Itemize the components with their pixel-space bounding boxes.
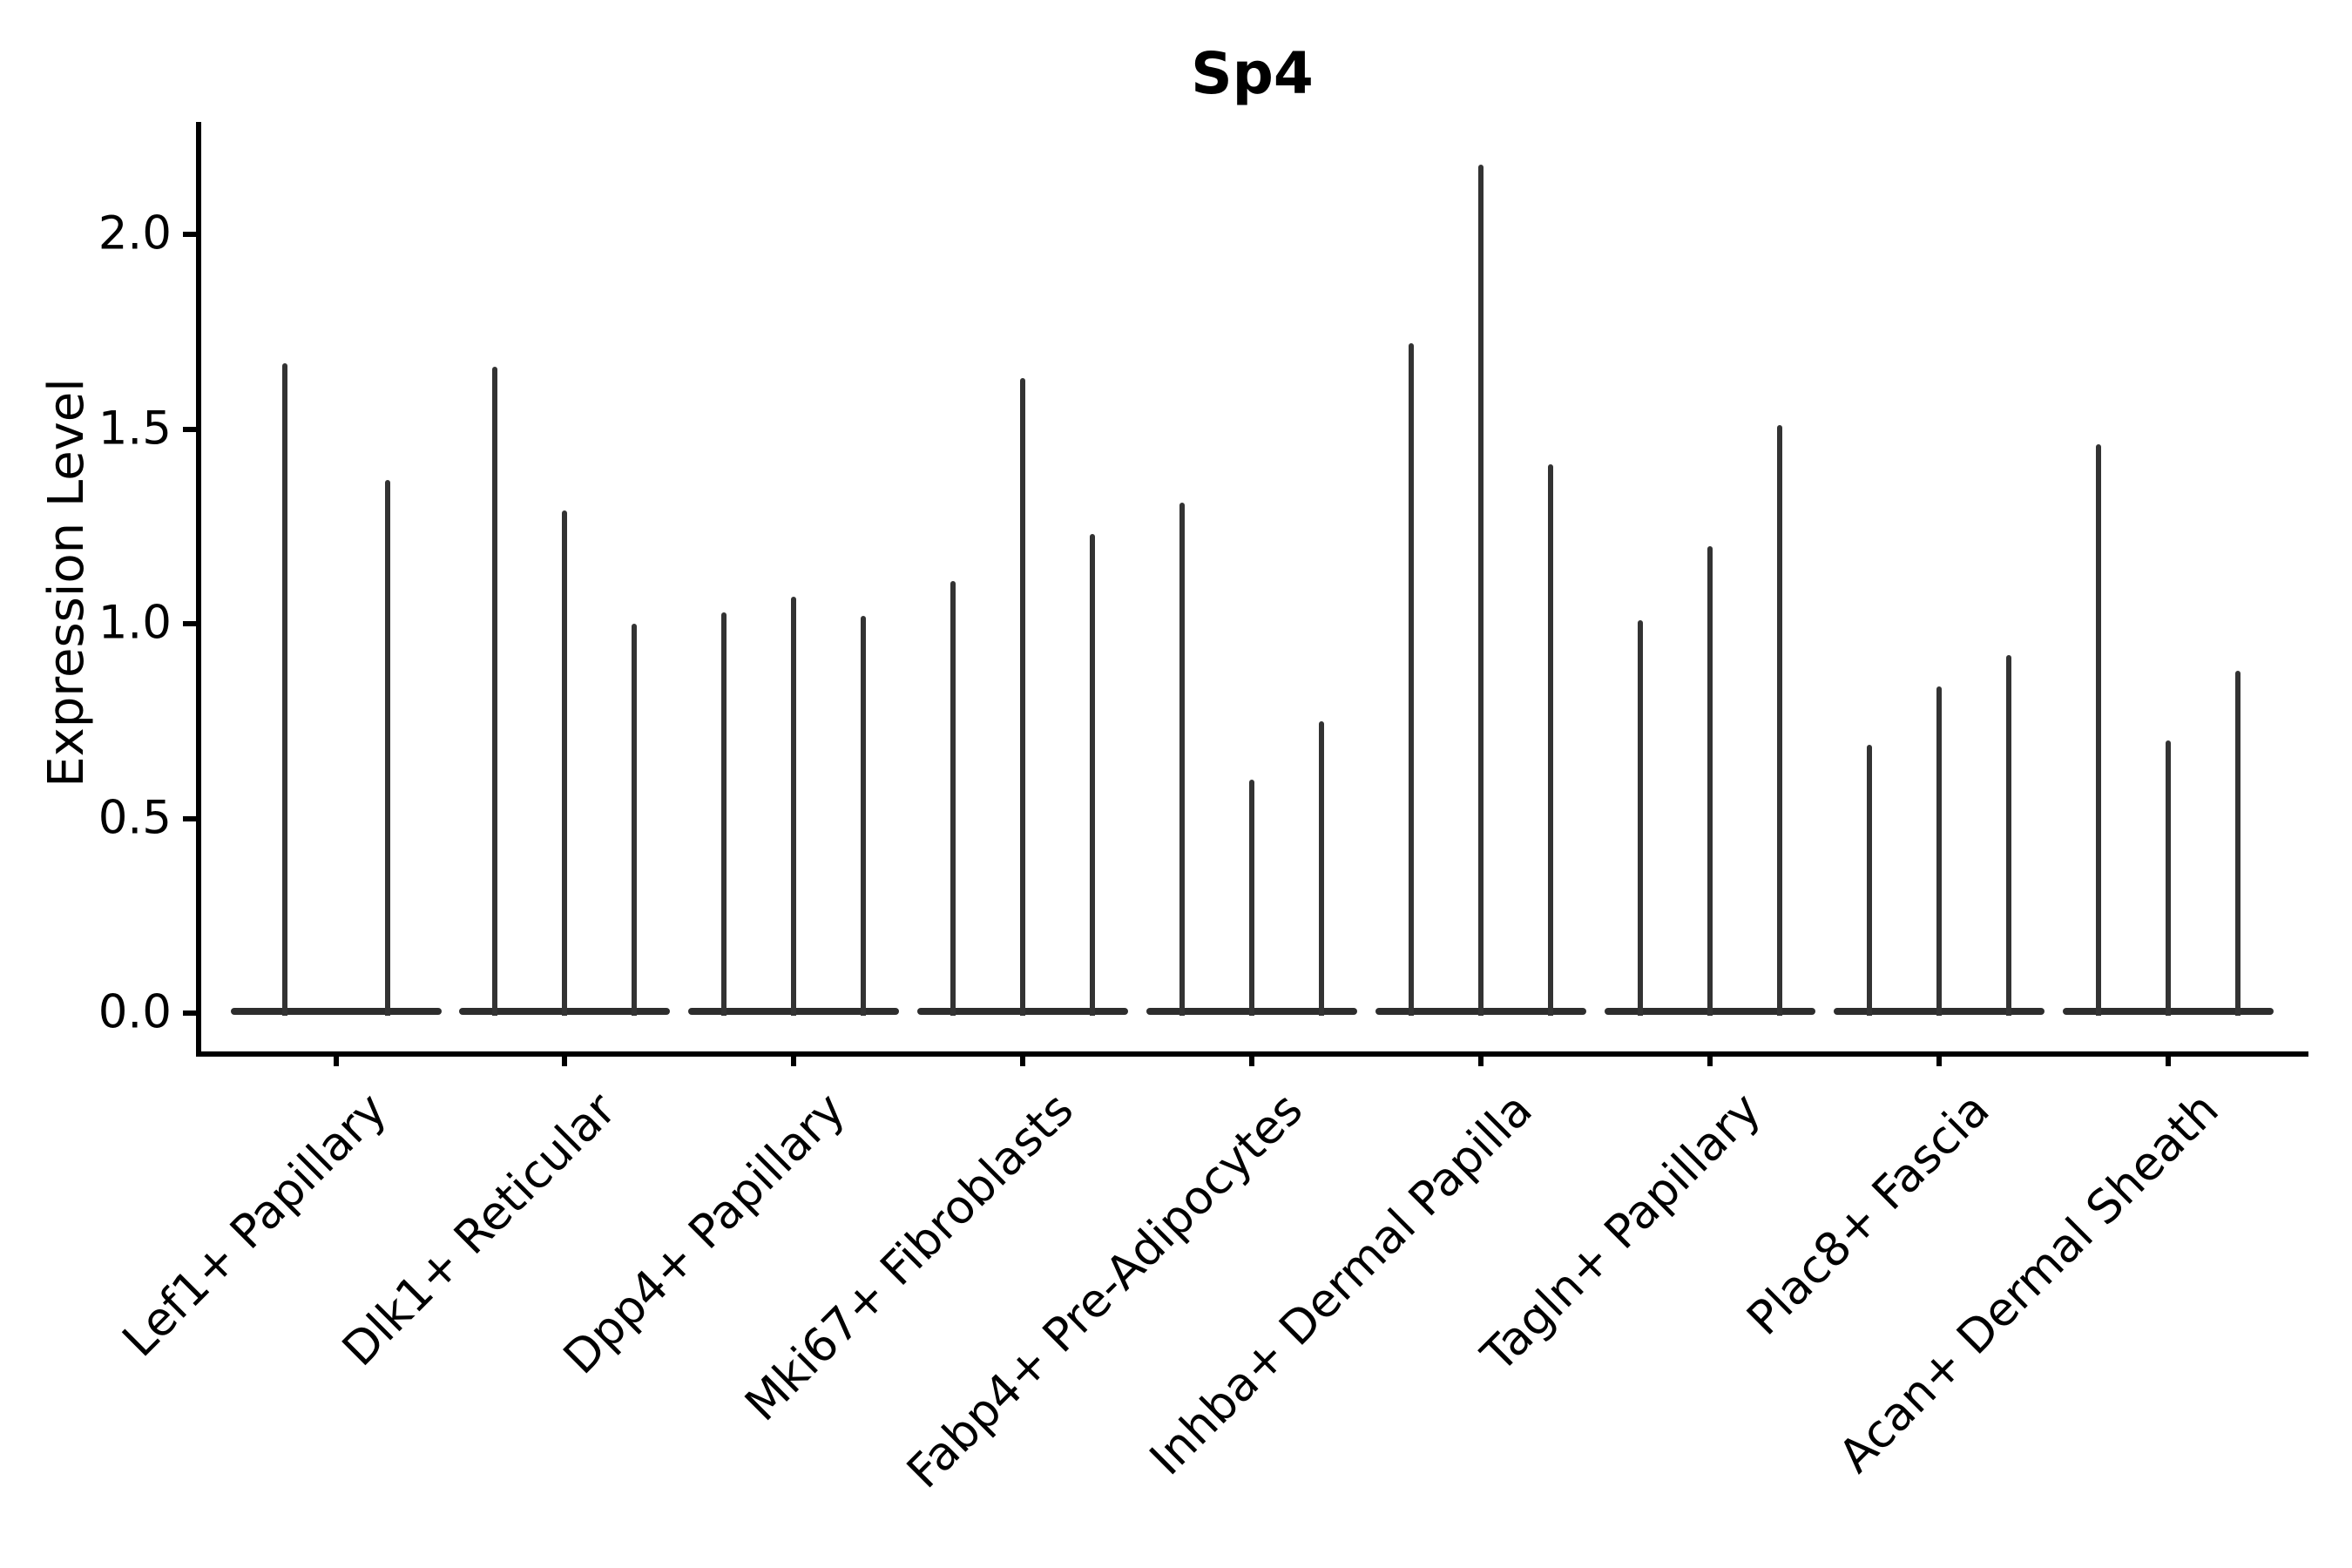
y-tick-label: 2.0 xyxy=(98,206,172,260)
x-tick-mark xyxy=(562,1057,568,1066)
x-tick-mark xyxy=(1936,1057,1942,1066)
violin-spike xyxy=(632,624,638,1016)
violin-spike xyxy=(950,581,956,1016)
violin-spike xyxy=(1866,745,1872,1016)
violin-spike xyxy=(1179,503,1186,1016)
violin-spike xyxy=(2165,740,2171,1016)
x-axis-spine xyxy=(196,1051,2308,1057)
y-axis-spine xyxy=(196,122,201,1057)
x-tick-label: Plac8+ Fascia xyxy=(1737,1083,2001,1346)
y-tick-mark xyxy=(183,815,196,821)
y-tick-mark xyxy=(183,1010,196,1016)
y-tick-label: 0.0 xyxy=(98,985,172,1039)
y-tick-label: 0.5 xyxy=(98,790,172,844)
violin-spike xyxy=(861,616,867,1016)
y-axis-label: Expression Level xyxy=(38,378,95,787)
violin-spike xyxy=(2095,444,2101,1016)
violin-spike xyxy=(492,367,498,1016)
violin-spike xyxy=(791,597,797,1016)
violin-spike xyxy=(384,480,390,1016)
x-tick-label: Inhba+ Dermal Papilla xyxy=(1139,1083,1543,1486)
violin-spike xyxy=(562,510,568,1016)
chart-title: Sp4 xyxy=(1191,40,1314,107)
violin-spike xyxy=(1020,378,1026,1016)
violin-spike xyxy=(2005,655,2011,1016)
violin-spike xyxy=(1478,165,1484,1016)
x-tick-mark xyxy=(1478,1057,1484,1066)
violin-spike xyxy=(1319,721,1325,1016)
x-tick-mark xyxy=(791,1057,797,1066)
x-tick-mark xyxy=(1020,1057,1026,1066)
x-tick-mark xyxy=(1707,1057,1713,1066)
y-tick-label: 1.5 xyxy=(98,401,172,455)
violin-spike xyxy=(1409,343,1414,1016)
violin-spike xyxy=(1936,686,1942,1016)
x-tick-mark xyxy=(2165,1057,2171,1066)
violin-spike xyxy=(1548,464,1553,1016)
y-tick-mark xyxy=(183,232,196,237)
violin-base xyxy=(230,1008,442,1015)
violin-spike xyxy=(2234,671,2240,1016)
x-tick-label: Acan+ Dermal Sheath xyxy=(1828,1083,2230,1484)
violin-spike xyxy=(1090,534,1096,1016)
y-tick-label: 1.0 xyxy=(98,596,172,650)
violin-spike xyxy=(1707,546,1713,1016)
x-tick-mark xyxy=(333,1057,339,1066)
violin-spike xyxy=(281,363,287,1016)
violin-spike xyxy=(1776,425,1782,1016)
y-tick-mark xyxy=(183,426,196,432)
violin-spike xyxy=(1637,620,1643,1016)
x-tick-label: Fabp4+ Pre-Adipocytes xyxy=(897,1083,1314,1499)
violin-spike xyxy=(1249,780,1255,1016)
y-tick-mark xyxy=(183,621,196,626)
violin-spike xyxy=(721,612,727,1016)
x-tick-mark xyxy=(1249,1057,1255,1066)
